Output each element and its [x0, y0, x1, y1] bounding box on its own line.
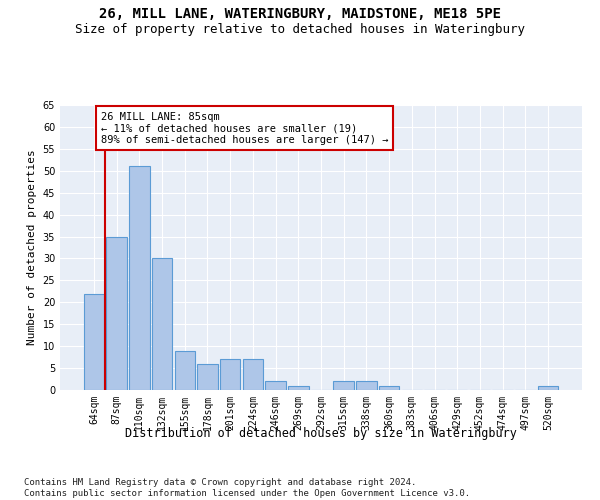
Bar [197, 364, 218, 390]
Text: 26, MILL LANE, WATERINGBURY, MAIDSTONE, ME18 5PE: 26, MILL LANE, WATERINGBURY, MAIDSTONE, … [99, 8, 501, 22]
Text: Contains HM Land Registry data © Crown copyright and database right 2024.
Contai: Contains HM Land Registry data © Crown c… [24, 478, 470, 498]
Bar [152, 258, 172, 390]
Bar [538, 386, 558, 390]
Bar [129, 166, 149, 390]
Bar [175, 350, 195, 390]
Bar [379, 386, 400, 390]
Bar [334, 381, 354, 390]
Bar [265, 381, 286, 390]
Text: Distribution of detached houses by size in Wateringbury: Distribution of detached houses by size … [125, 428, 517, 440]
Bar [106, 236, 127, 390]
Bar [242, 360, 263, 390]
Bar [356, 381, 377, 390]
Text: 26 MILL LANE: 85sqm
← 11% of detached houses are smaller (19)
89% of semi-detach: 26 MILL LANE: 85sqm ← 11% of detached ho… [101, 112, 388, 145]
Text: Size of property relative to detached houses in Wateringbury: Size of property relative to detached ho… [75, 22, 525, 36]
Y-axis label: Number of detached properties: Number of detached properties [27, 150, 37, 346]
Bar [288, 386, 308, 390]
Bar [84, 294, 104, 390]
Bar [220, 360, 241, 390]
